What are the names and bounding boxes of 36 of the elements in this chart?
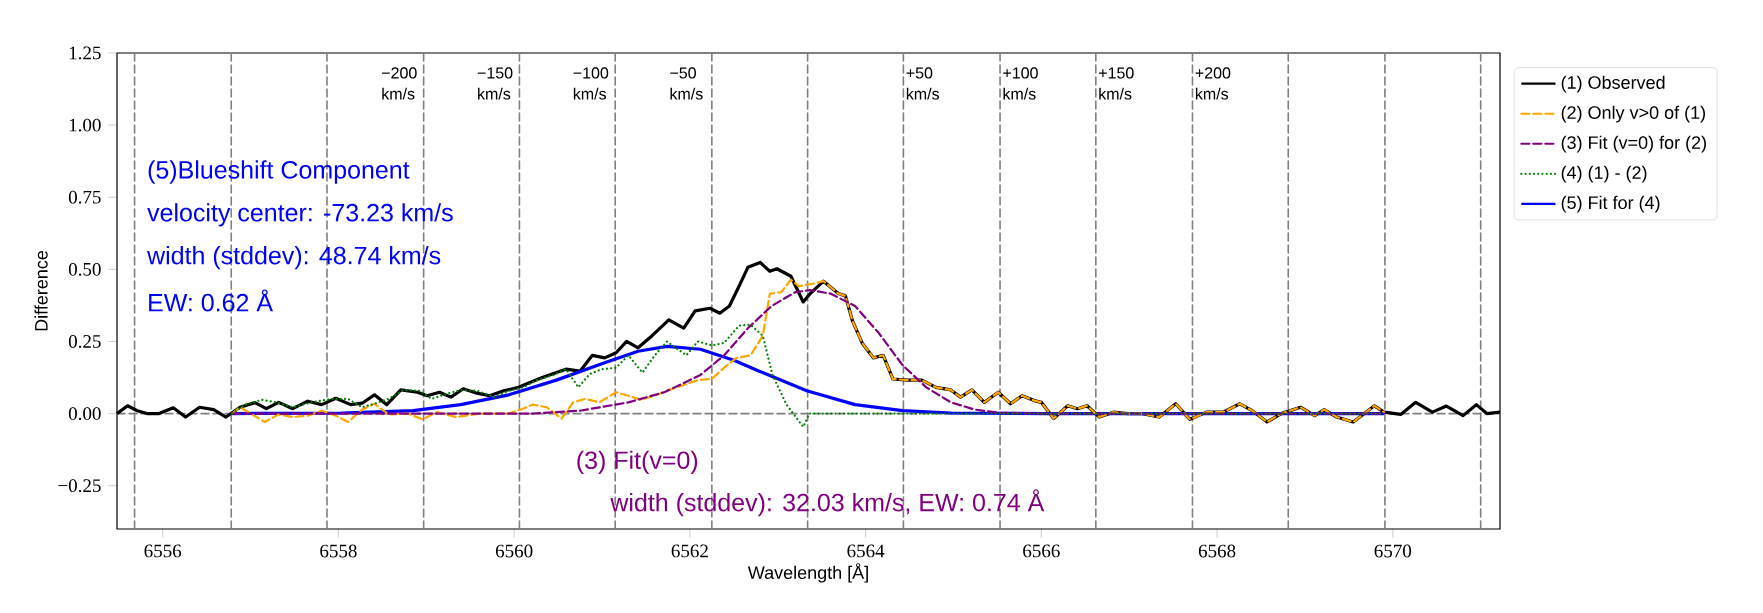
x-tick-label: 6558 — [320, 544, 357, 558]
legend-label: (5) Fit for (4) — [1561, 195, 1660, 213]
legend-label: (4) (1) - (2) — [1561, 165, 1647, 183]
x-tick-label: 6570 — [1374, 544, 1412, 558]
x-tick-label: 6556 — [144, 544, 182, 558]
x-tick-label: 6560 — [495, 544, 533, 558]
annotation: (5)Blueshift Component — [148, 160, 410, 184]
annotation: (3) Fit(v=0) — [577, 450, 698, 474]
ref-line-label: −100 km/s — [573, 67, 609, 100]
x-tick-label: 6562 — [671, 544, 708, 558]
y-tick-label: 1.00 — [69, 118, 101, 132]
ref-line-label: +50 km/s — [906, 67, 940, 100]
annotation: width (stddev): 32.03 km/s, EW: 0.74 Å — [610, 489, 1045, 517]
x-tick-label: 6566 — [1023, 544, 1060, 558]
x-tick-label: 6568 — [1198, 544, 1236, 558]
y-tick-label: 0.25 — [68, 335, 101, 348]
x-tick-label: 6564 — [847, 544, 885, 558]
annotation: EW: 0.62 Å — [149, 289, 273, 312]
ref-line-label: −150 km/s — [477, 67, 513, 100]
annotation: width (stddev): 48.74 km/s — [147, 246, 441, 270]
ref-line-label: +200 km/s — [1195, 67, 1231, 100]
y-tick-label: −0.25 — [58, 479, 101, 493]
legend-label: (3) Fit (v=0) for (2) — [1561, 135, 1706, 153]
ref-line-label: −50 km/s — [670, 67, 703, 100]
ref-line-label: +150 km/s — [1099, 67, 1134, 100]
y-tick-label: 0.00 — [68, 407, 101, 421]
y-tick-label: 0.75 — [68, 190, 101, 204]
x-axis-title: Wavelength [Å] — [747, 563, 868, 583]
y-tick-label: 0.50 — [68, 262, 101, 276]
legend-label: (2) Only v>0 of (1) — [1561, 105, 1705, 123]
ref-line-label: +100 km/s — [1003, 67, 1038, 100]
ref-line-label: −200 km/s — [382, 67, 417, 100]
y-axis-title: Difference — [34, 250, 48, 331]
legend-label: (1) Observed — [1561, 75, 1665, 93]
annotation: velocity center: -73.23 km/s — [147, 203, 453, 227]
y-tick-label: 1.25 — [69, 46, 101, 60]
